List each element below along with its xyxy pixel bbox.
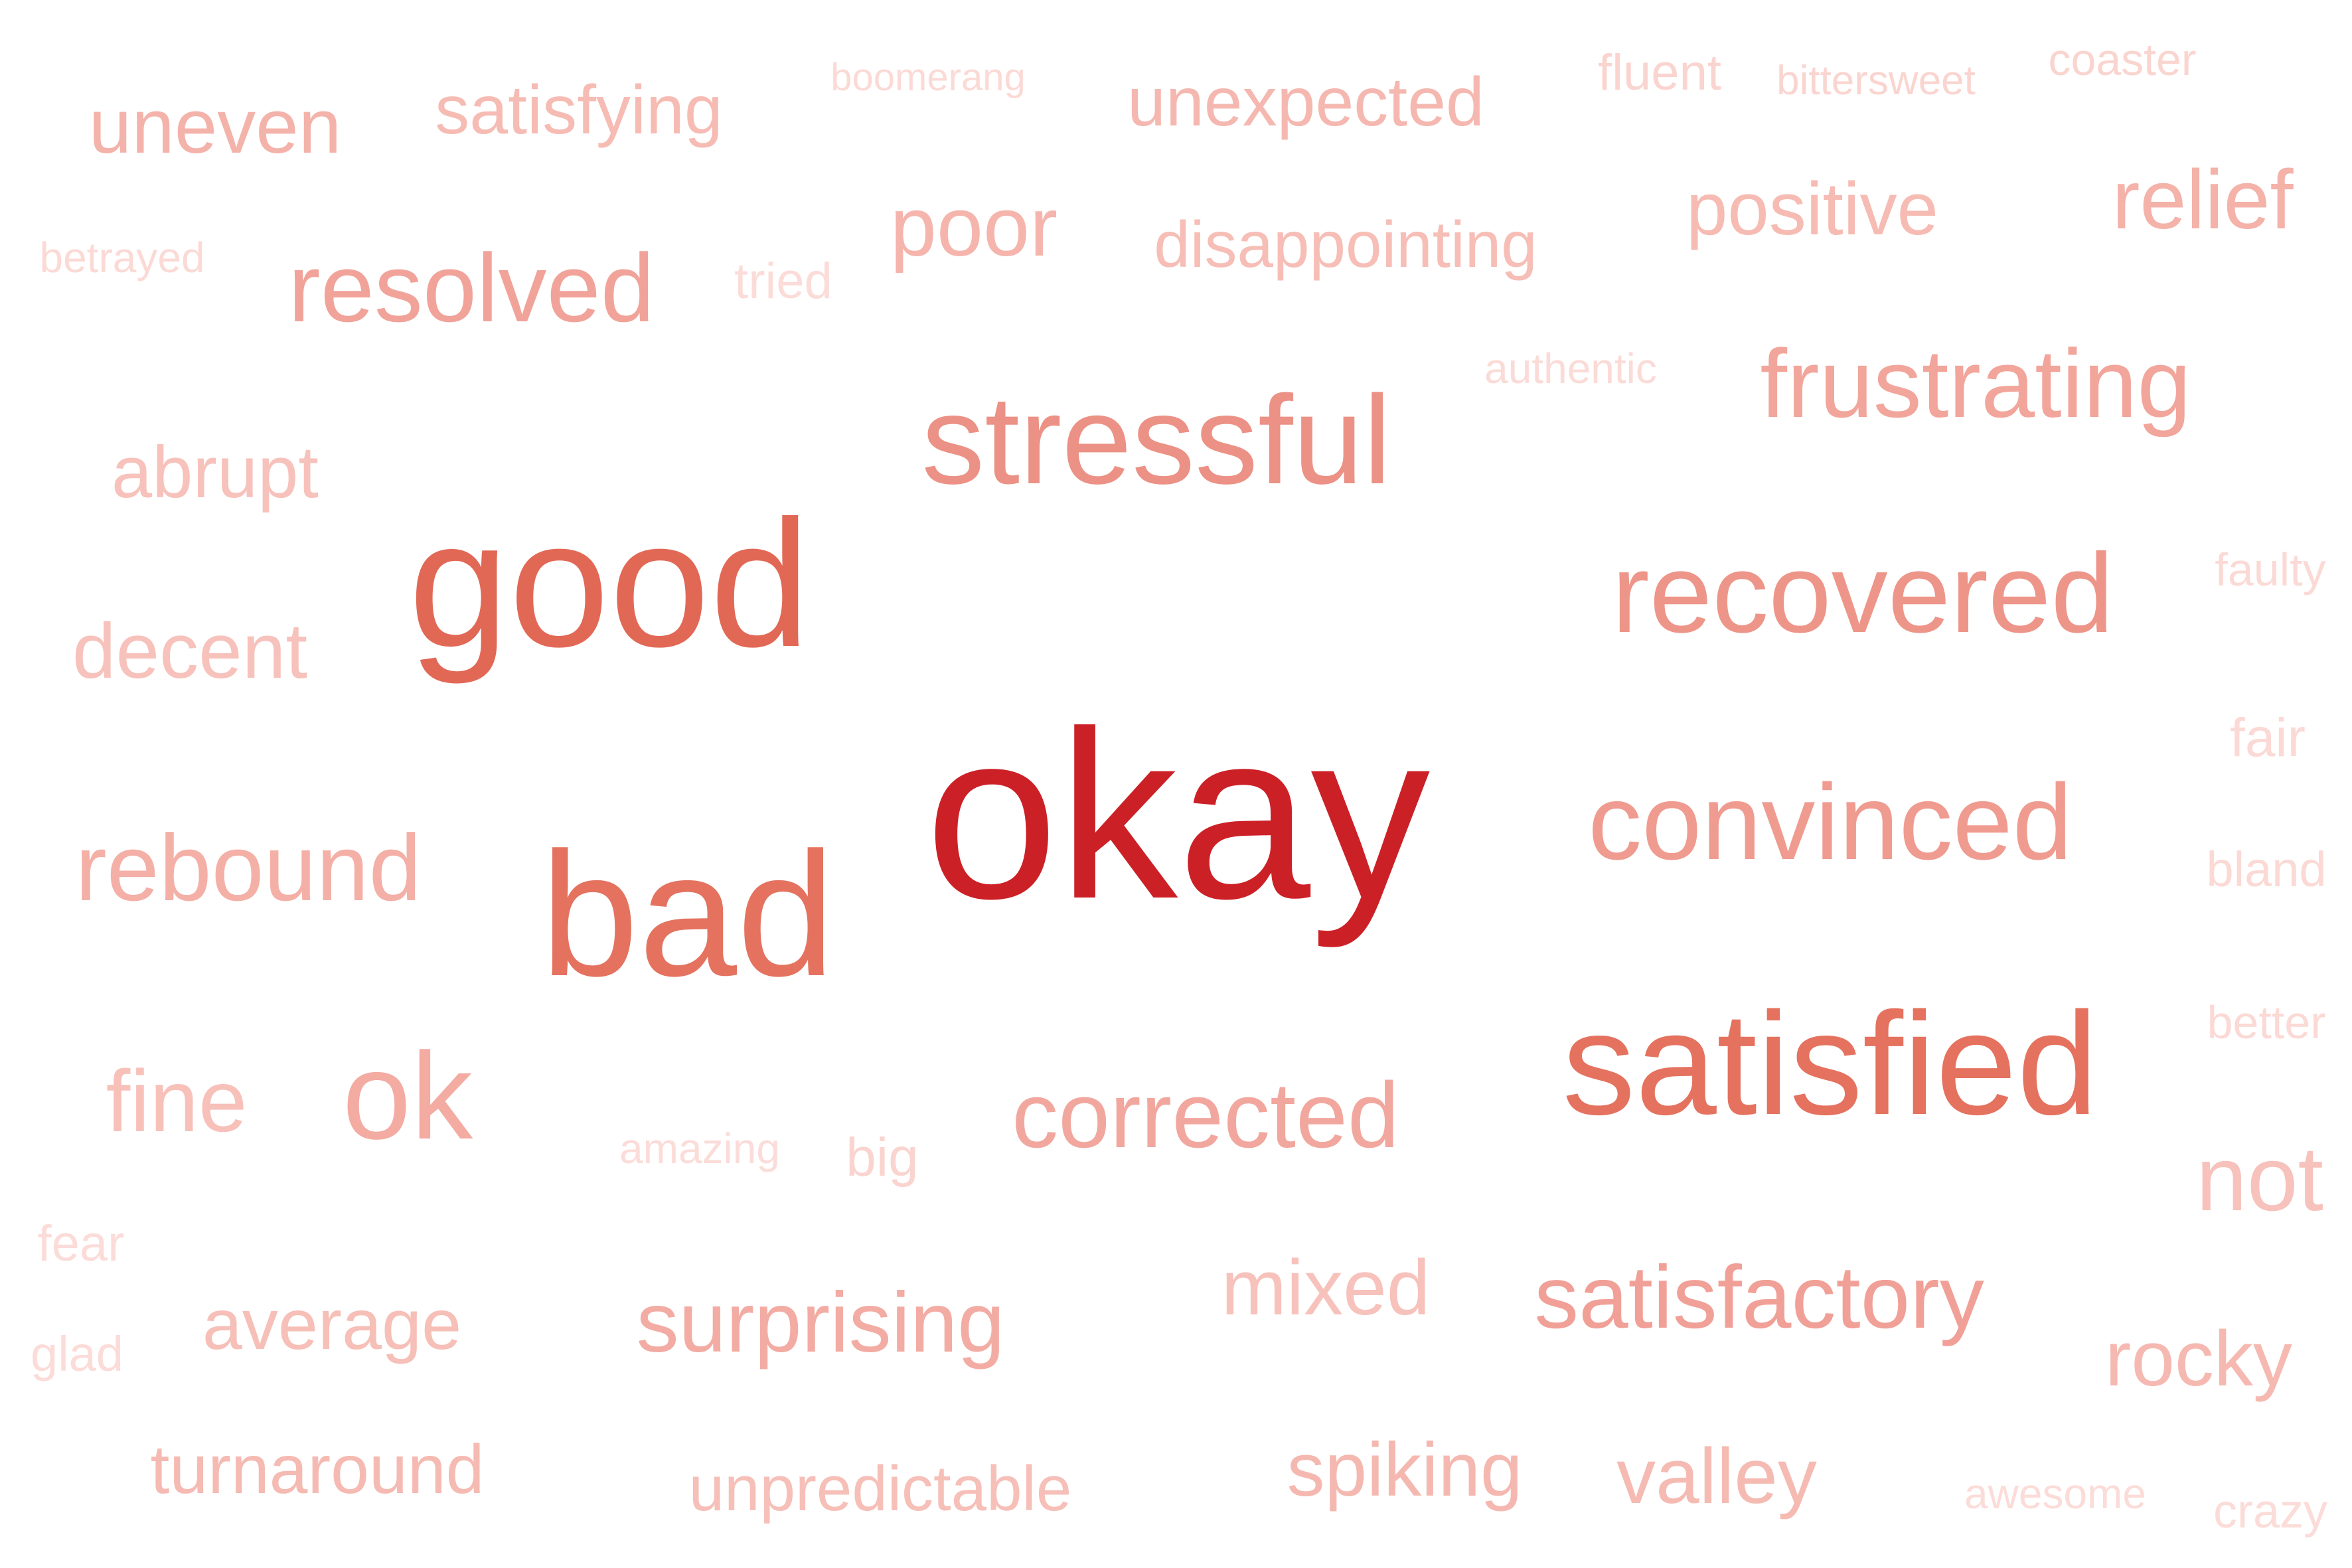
word-uneven: uneven (88, 83, 342, 169)
word-stressful: stressful (921, 370, 1391, 510)
word-bittersweet: bittersweet (1776, 58, 1976, 104)
word-satisfactory: satisfactory (1534, 1248, 1984, 1347)
word-fine: fine (106, 1052, 248, 1150)
word-disappointing: disappointing (1154, 208, 1537, 281)
word-crazy: crazy (2213, 1485, 2328, 1538)
word-recovered: recovered (1612, 530, 2114, 657)
word-bad: bad (540, 816, 835, 1013)
word-better: better (2207, 996, 2326, 1048)
word-faulty: faulty (2215, 544, 2326, 595)
word-surprising: surprising (636, 1275, 1005, 1370)
word-tried: tried (734, 253, 832, 309)
word-coaster: coaster (2048, 35, 2197, 85)
word-unexpected: unexpected (1127, 64, 1484, 141)
word-corrected: corrected (1012, 1063, 1399, 1167)
word-boomerang: boomerang (830, 56, 1026, 99)
word-fear: fear (37, 1215, 125, 1272)
word-bland: bland (2206, 842, 2327, 897)
word-rebound: rebound (75, 815, 422, 921)
word-not: not (2196, 1128, 2323, 1230)
word-turnaround: turnaround (150, 1431, 485, 1508)
word-rocky: rocky (2105, 1315, 2292, 1403)
word-betrayed: betrayed (39, 234, 205, 281)
word-resolved: resolved (288, 234, 655, 342)
word-frustrating: frustrating (1760, 329, 2191, 437)
word-convinced: convinced (1588, 762, 2073, 882)
word-mixed: mixed (1221, 1244, 1431, 1332)
word-satisfied: satisfied (1562, 982, 2098, 1145)
word-average: average (202, 1284, 462, 1364)
word-valley: valley (1616, 1433, 1817, 1520)
word-good: good (408, 483, 811, 684)
word-relief: relief (2112, 153, 2294, 246)
word-awesome: awesome (1964, 1470, 2146, 1518)
word-authentic: authentic (1484, 345, 1657, 392)
word-big: big (846, 1127, 919, 1188)
word-okay: okay (925, 682, 1431, 949)
word-fair: fair (2230, 708, 2306, 768)
word-ok: ok (342, 1028, 473, 1165)
word-abrupt: abrupt (112, 431, 319, 513)
word-decent: decent (72, 607, 308, 695)
word-amazing: amazing (619, 1125, 780, 1172)
word-unpredictable: unpredictable (688, 1453, 1072, 1524)
word-spiking: spiking (1287, 1428, 1523, 1512)
word-fluent: fluent (1598, 44, 1721, 101)
word-poor: poor (890, 180, 1058, 274)
word-positive: positive (1686, 167, 1938, 250)
word-satisfying: satisfying (435, 72, 723, 149)
word-glad: glad (31, 1326, 123, 1381)
